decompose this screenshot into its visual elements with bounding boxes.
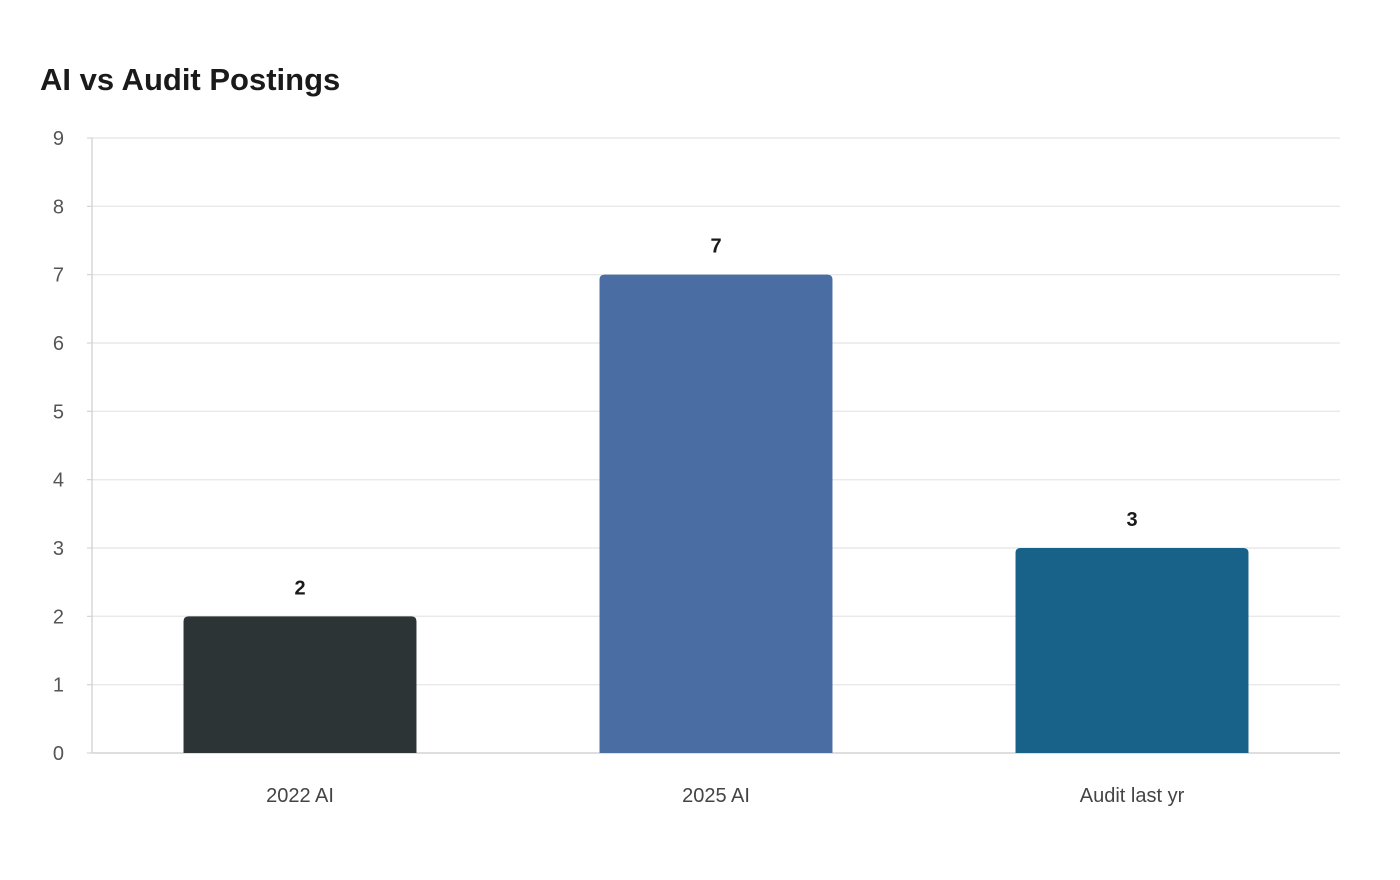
y-tick-label: 5 — [53, 401, 64, 423]
y-tick-label: 8 — [53, 196, 64, 218]
y-tick-label: 4 — [53, 470, 64, 492]
y-tick-label: 2 — [53, 606, 64, 628]
bar-2025-ai — [599, 274, 833, 753]
bar-audit-last-yr — [1015, 548, 1249, 753]
x-category-label: Audit last yr — [1080, 785, 1185, 807]
labels: 0 1 2 3 4 5 6 7 8 9 2 2022 AI 7 2025 AI 3 Audit last yr — [53, 128, 1185, 807]
x-category-label: 2022 AI — [266, 785, 334, 807]
bar-2022-ai — [183, 616, 417, 753]
data-label: 3 — [1126, 509, 1137, 531]
y-tick-label: 1 — [53, 675, 64, 697]
data-label: 2 — [294, 577, 305, 599]
x-category-label: 2025 AI — [682, 785, 750, 807]
y-tick-label: 0 — [53, 743, 64, 765]
y-tick-label: 6 — [53, 333, 64, 355]
y-tick-label: 3 — [53, 538, 64, 560]
y-tick-label: 9 — [53, 128, 64, 150]
y-tick-label: 7 — [53, 265, 64, 287]
bars — [183, 274, 1249, 753]
data-label: 7 — [710, 236, 721, 258]
chart-title: AI vs Audit Postings — [40, 62, 341, 97]
